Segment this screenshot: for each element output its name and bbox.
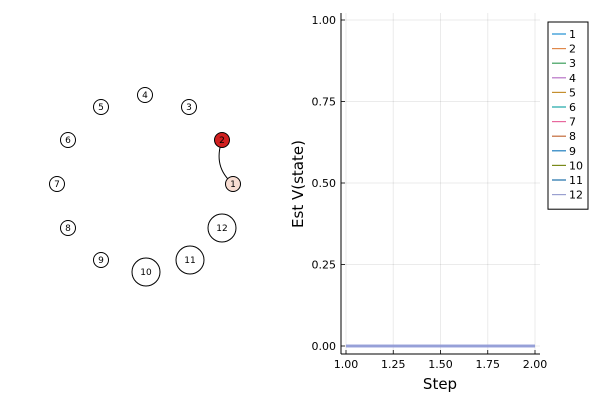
legend-item-11: 11 bbox=[552, 174, 583, 187]
value-chart: 1.00 1.25 1.50 1.75 2.00 0.00 0.25 0.50 0.75 1.0… bbox=[289, 13, 589, 393]
node-label: 9 bbox=[98, 256, 104, 266]
series-lines bbox=[346, 344, 535, 348]
node-circle bbox=[60, 132, 76, 148]
y-tick-labels: 0.00 0.25 0.50 0.75 1.00 bbox=[312, 14, 337, 353]
legend-item-6: 6 bbox=[552, 101, 576, 114]
y-tick-label: 0.25 bbox=[312, 259, 337, 272]
node-circle bbox=[137, 87, 153, 103]
chart-axes bbox=[340, 13, 540, 355]
node-label: 5 bbox=[98, 103, 104, 113]
legend-label: 12 bbox=[569, 189, 583, 202]
node-label: 12 bbox=[216, 224, 227, 234]
node-4: 4 bbox=[137, 87, 153, 103]
node-label: 1 bbox=[230, 180, 236, 190]
node-label: 4 bbox=[142, 91, 148, 101]
legend-item-8: 8 bbox=[552, 130, 576, 143]
node-10: 10 bbox=[131, 257, 161, 287]
node-8: 8 bbox=[60, 220, 76, 236]
x-tick-label: 2.00 bbox=[523, 358, 548, 371]
node-label: 2 bbox=[219, 136, 225, 146]
node-label: 7 bbox=[54, 180, 60, 190]
legend-label: 9 bbox=[569, 145, 576, 158]
legend-item-3: 3 bbox=[552, 57, 576, 70]
legend-label: 4 bbox=[569, 72, 576, 85]
legend-label: 5 bbox=[569, 86, 576, 99]
y-tick-label: 1.00 bbox=[312, 14, 337, 27]
node-circle bbox=[207, 213, 237, 243]
node-5: 5 bbox=[93, 99, 109, 115]
legend-label: 7 bbox=[569, 116, 576, 129]
y-axis-label: Est V(state) bbox=[289, 140, 307, 228]
x-axis-label: Step bbox=[423, 375, 457, 393]
y-tick-label: 0.75 bbox=[312, 96, 337, 109]
legend-item-4: 4 bbox=[552, 72, 576, 85]
legend-item-1: 1 bbox=[552, 28, 576, 41]
node-3: 3 bbox=[181, 99, 197, 115]
node-label: 3 bbox=[186, 103, 192, 113]
chart-grid bbox=[341, 13, 540, 354]
node-6: 6 bbox=[60, 132, 76, 148]
y-tick-label: 0.00 bbox=[312, 340, 337, 353]
node-9: 9 bbox=[93, 252, 109, 268]
node-7: 7 bbox=[49, 176, 65, 192]
node-circle bbox=[225, 176, 241, 192]
legend-item-2: 2 bbox=[552, 43, 576, 56]
legend-item-10: 10 bbox=[552, 159, 583, 172]
legend-item-9: 9 bbox=[552, 145, 576, 158]
legend-label: 6 bbox=[569, 101, 576, 114]
legend-item-12: 12 bbox=[552, 189, 583, 202]
legend-label: 8 bbox=[569, 130, 576, 143]
y-tick-label: 0.50 bbox=[312, 177, 337, 190]
node-circle bbox=[131, 257, 161, 287]
x-tick-labels: 1.00 1.25 1.50 1.75 2.00 bbox=[334, 358, 548, 371]
node-label: 11 bbox=[184, 256, 195, 266]
series-overlap-band bbox=[346, 344, 535, 348]
node-circle bbox=[93, 252, 109, 268]
node-circle bbox=[214, 132, 230, 148]
node-label: 10 bbox=[140, 268, 152, 278]
node-2: 2 bbox=[214, 132, 230, 148]
legend-label: 2 bbox=[569, 43, 576, 56]
legend-item-7: 7 bbox=[552, 116, 576, 129]
node-circle bbox=[49, 176, 65, 192]
node-circle bbox=[93, 99, 109, 115]
legend-label: 3 bbox=[569, 57, 576, 70]
legend-box bbox=[547, 21, 589, 210]
legend-label: 10 bbox=[569, 159, 583, 172]
x-tick-label: 1.50 bbox=[428, 358, 453, 371]
x-tick-label: 1.25 bbox=[381, 358, 406, 371]
x-tick-label: 1.00 bbox=[334, 358, 359, 371]
node-circle bbox=[60, 220, 76, 236]
node-label: 6 bbox=[65, 136, 71, 146]
node-circle bbox=[175, 245, 205, 275]
node-1: 1 bbox=[225, 176, 241, 192]
node-11: 11 bbox=[175, 245, 205, 275]
node-12: 12 bbox=[207, 213, 237, 243]
legend-label: 1 bbox=[569, 28, 576, 41]
legend-label: 11 bbox=[569, 174, 583, 187]
legend-item-5: 5 bbox=[552, 86, 576, 99]
node-circle bbox=[181, 99, 197, 115]
node-label: 8 bbox=[65, 224, 71, 234]
x-tick-label: 1.75 bbox=[476, 358, 501, 371]
